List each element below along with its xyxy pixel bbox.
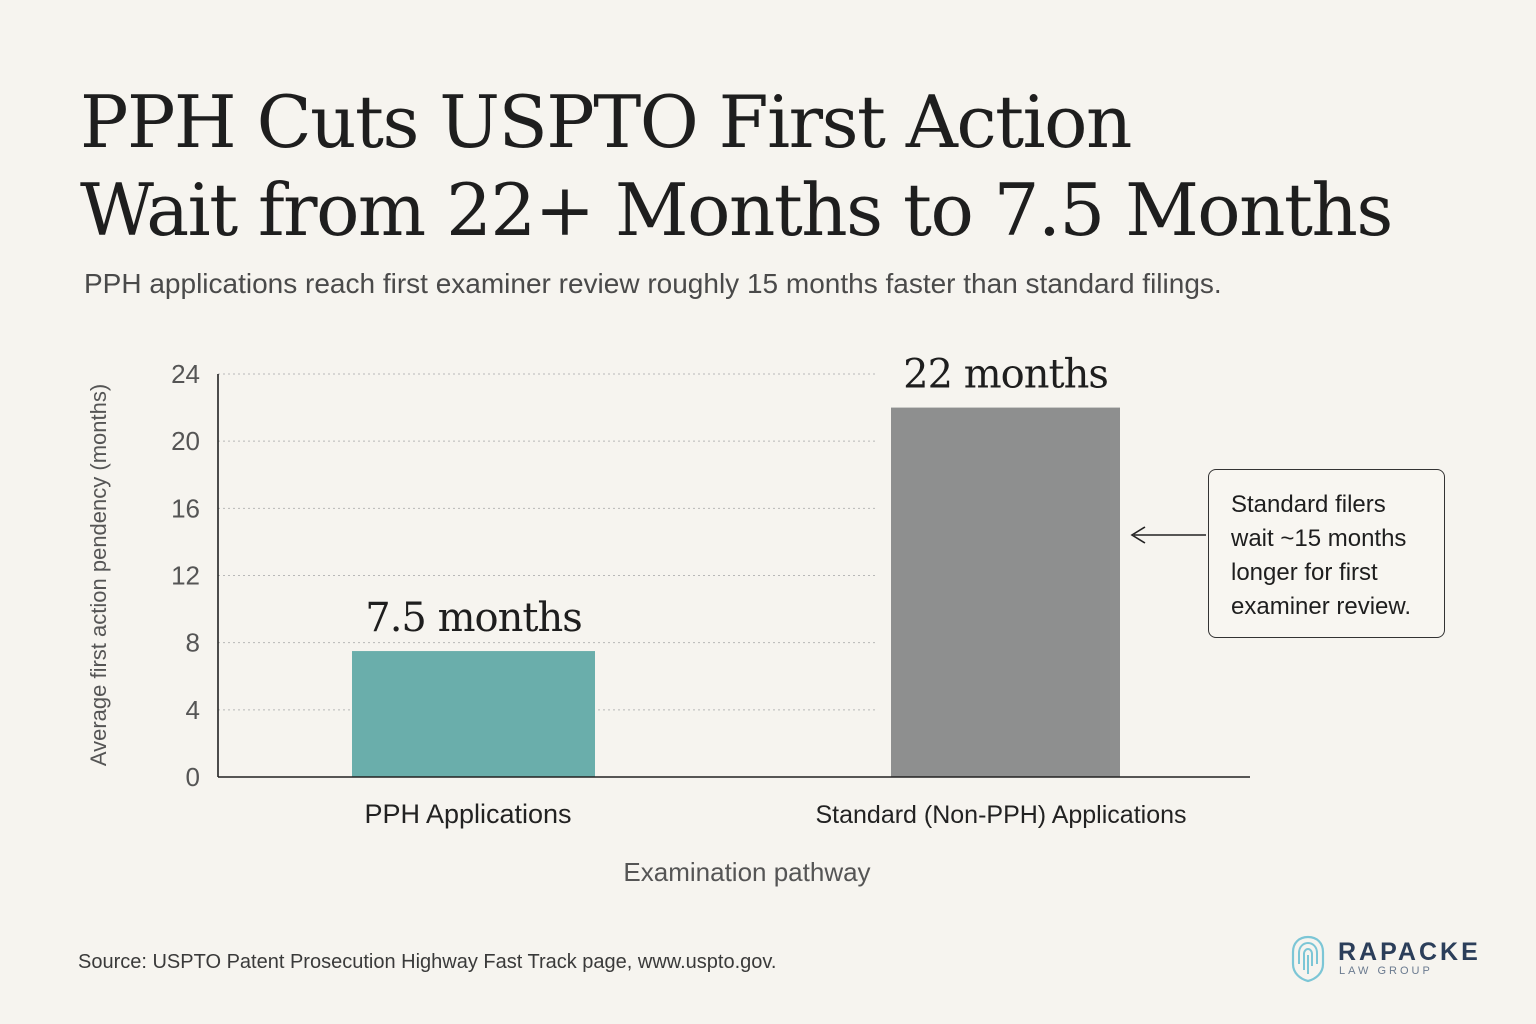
x-category-label-0: PPH Applications — [364, 799, 571, 829]
chart-title-line-2: Wait from 22+ Months to 7.5 Months — [80, 168, 1393, 252]
callout-line-4: examiner review. — [1231, 593, 1412, 620]
logo-name: RAPACKE — [1338, 938, 1481, 966]
data-label-1: 22 months — [903, 352, 1108, 398]
bar-0 — [352, 651, 595, 777]
callout-arrow-head — [1130, 526, 1146, 544]
y-tick-label-20: 20 — [171, 426, 200, 456]
bar-1 — [891, 407, 1120, 777]
y-axis-title: Average first action pendency (months) — [86, 384, 111, 766]
data-label-0: 7.5 months — [365, 595, 581, 641]
callout-line-2: wait ~15 months — [1231, 525, 1407, 552]
y-tick-label-24: 24 — [171, 359, 200, 389]
source-note: Source: USPTO Patent Prosecution Highway… — [78, 951, 777, 973]
x-axis-title: Examination pathway — [623, 857, 870, 887]
callout-line-3: longer for first — [1231, 559, 1378, 586]
y-tick-label-12: 12 — [171, 561, 200, 591]
chart-subtitle: PPH applications reach first examiner re… — [84, 268, 1222, 299]
y-tick-label-0: 0 — [186, 762, 200, 792]
chart-title: PPH Cuts USPTO First Action Wait from 22… — [80, 78, 1480, 254]
fingerprint-shield-icon — [1291, 935, 1325, 983]
callout-box: Standard filers wait ~15 months longer f… — [1208, 469, 1445, 638]
x-category-label-1: Standard (Non-PPH) Applications — [815, 801, 1186, 829]
logo-subname: LAW GROUP — [1339, 965, 1433, 977]
company-logo: RAPACKE LAW GROUP — [1288, 932, 1488, 988]
chart-title-line-1: PPH Cuts USPTO First Action — [80, 80, 1132, 164]
y-tick-label-4: 4 — [186, 695, 200, 725]
callout-line-1: Standard filers — [1231, 491, 1386, 518]
y-tick-label-8: 8 — [186, 628, 200, 658]
y-tick-label-16: 16 — [171, 493, 200, 523]
